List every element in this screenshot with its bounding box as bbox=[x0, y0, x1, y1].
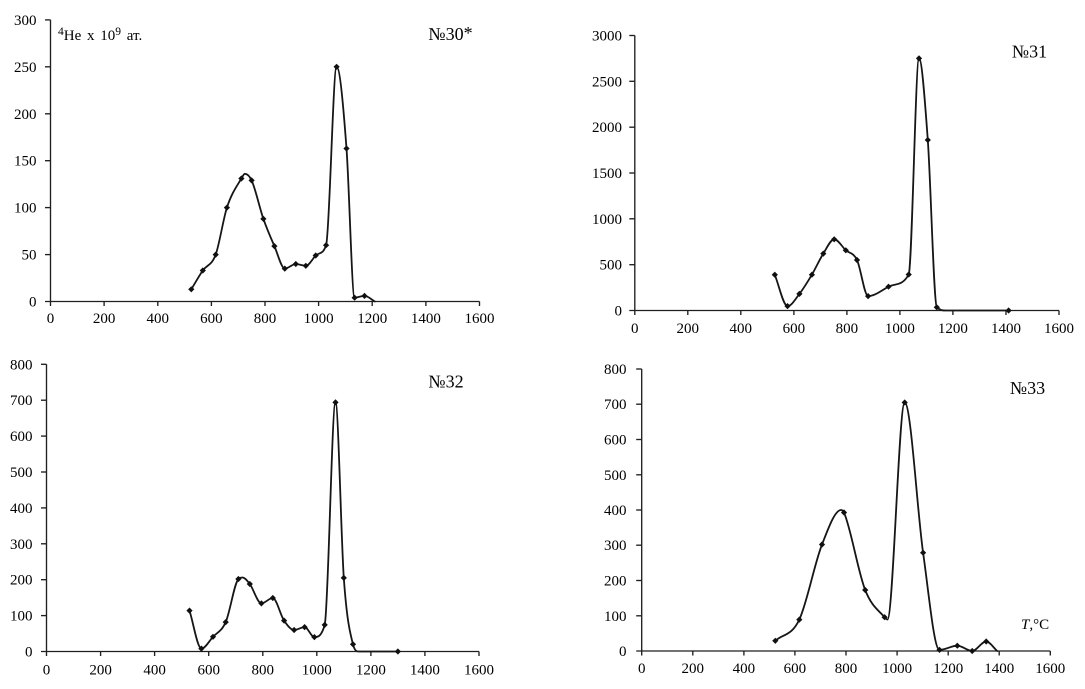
svg-text:1000: 1000 bbox=[885, 321, 915, 337]
svg-text:250: 250 bbox=[14, 60, 37, 76]
svg-text:500: 500 bbox=[600, 258, 623, 274]
svg-text:700: 700 bbox=[10, 393, 33, 409]
svg-text:400: 400 bbox=[730, 321, 753, 337]
svg-text:2000: 2000 bbox=[592, 120, 622, 136]
svg-text:№33: №33 bbox=[1010, 378, 1045, 398]
svg-text:600: 600 bbox=[783, 321, 806, 337]
svg-text:500: 500 bbox=[10, 465, 33, 481]
svg-text:1200: 1200 bbox=[933, 661, 963, 677]
svg-text:0: 0 bbox=[615, 304, 623, 320]
svg-text:400: 400 bbox=[147, 311, 170, 327]
svg-text:500: 500 bbox=[604, 468, 627, 484]
svg-text:1200: 1200 bbox=[357, 311, 387, 327]
svg-text:1400: 1400 bbox=[410, 663, 440, 679]
svg-text:100: 100 bbox=[10, 609, 33, 625]
svg-text:0: 0 bbox=[47, 311, 55, 327]
svg-text:800: 800 bbox=[254, 311, 277, 327]
svg-text:1200: 1200 bbox=[356, 663, 386, 679]
svg-text:200: 200 bbox=[682, 661, 705, 677]
svg-text:T,°C: T,°C bbox=[1021, 617, 1049, 633]
svg-text:100: 100 bbox=[604, 609, 627, 625]
svg-text:600: 600 bbox=[200, 311, 223, 327]
svg-text:№31: №31 bbox=[1012, 42, 1047, 62]
svg-text:200: 200 bbox=[604, 574, 627, 590]
svg-text:1000: 1000 bbox=[304, 311, 334, 327]
svg-text:0: 0 bbox=[29, 295, 37, 311]
svg-text:700: 700 bbox=[604, 397, 627, 413]
svg-text:100: 100 bbox=[14, 201, 37, 217]
svg-text:№32: №32 bbox=[428, 372, 463, 392]
svg-text:200: 200 bbox=[89, 663, 112, 679]
svg-text:300: 300 bbox=[14, 13, 37, 29]
svg-text:1000: 1000 bbox=[592, 212, 622, 228]
svg-text:0: 0 bbox=[619, 644, 627, 660]
svg-text:1200: 1200 bbox=[938, 321, 968, 337]
svg-text:4He x 109 ат.: 4He x 109 ат. bbox=[58, 26, 142, 44]
svg-text:1400: 1400 bbox=[991, 321, 1021, 337]
svg-text:50: 50 bbox=[22, 248, 37, 264]
svg-text:800: 800 bbox=[604, 362, 627, 378]
svg-text:0: 0 bbox=[43, 663, 51, 679]
svg-text:600: 600 bbox=[197, 663, 220, 679]
svg-text:3000: 3000 bbox=[592, 29, 622, 45]
svg-text:400: 400 bbox=[10, 501, 33, 517]
svg-text:0: 0 bbox=[631, 321, 639, 337]
svg-text:400: 400 bbox=[733, 661, 756, 677]
svg-text:800: 800 bbox=[252, 663, 275, 679]
svg-text:200: 200 bbox=[677, 321, 700, 337]
svg-text:0: 0 bbox=[25, 645, 33, 661]
svg-text:600: 600 bbox=[10, 429, 33, 445]
svg-text:150: 150 bbox=[14, 154, 37, 170]
svg-text:1400: 1400 bbox=[411, 311, 441, 327]
svg-text:800: 800 bbox=[10, 357, 33, 373]
svg-text:600: 600 bbox=[784, 661, 807, 677]
svg-text:1600: 1600 bbox=[1035, 661, 1065, 677]
svg-text:1000: 1000 bbox=[302, 663, 332, 679]
svg-text:400: 400 bbox=[604, 503, 627, 519]
svg-text:1400: 1400 bbox=[984, 661, 1014, 677]
svg-text:2500: 2500 bbox=[592, 74, 622, 90]
svg-text:1600: 1600 bbox=[1044, 321, 1074, 337]
svg-text:800: 800 bbox=[836, 321, 859, 337]
svg-text:1000: 1000 bbox=[882, 661, 912, 677]
svg-text:1600: 1600 bbox=[464, 663, 494, 679]
svg-text:600: 600 bbox=[604, 433, 627, 449]
svg-text:800: 800 bbox=[835, 661, 858, 677]
svg-text:200: 200 bbox=[14, 107, 37, 123]
svg-text:300: 300 bbox=[604, 538, 627, 554]
svg-text:0: 0 bbox=[638, 661, 646, 677]
svg-text:1500: 1500 bbox=[592, 166, 622, 182]
svg-text:№30*: №30* bbox=[428, 23, 472, 44]
svg-text:200: 200 bbox=[93, 311, 116, 327]
svg-text:400: 400 bbox=[143, 663, 166, 679]
svg-text:1600: 1600 bbox=[465, 311, 495, 327]
svg-text:300: 300 bbox=[10, 537, 33, 553]
svg-text:200: 200 bbox=[10, 573, 33, 589]
